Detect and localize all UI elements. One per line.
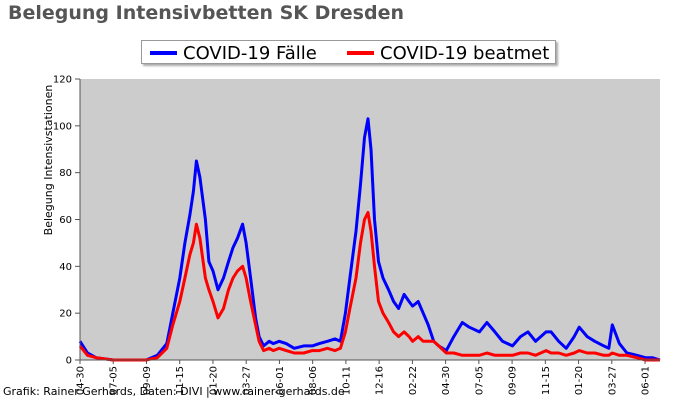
chart-title: Belegung Intensivbetten SK Dresden <box>8 2 404 24</box>
y-axis-label: Belegung Intensivstationen <box>42 85 55 236</box>
x-tick-label: 04-30 <box>76 366 87 395</box>
y-tick-label: 0 <box>66 356 72 367</box>
y-tick-label: 120 <box>53 75 72 86</box>
y-tick-label: 80 <box>59 168 72 179</box>
x-tick-label: 10-11 <box>341 366 352 395</box>
legend-label-covid-ventilated: COVID-19 beatmet <box>380 42 550 64</box>
y-tick-label: 40 <box>59 262 72 273</box>
legend-label-covid-cases: COVID-19 Fälle <box>183 42 317 64</box>
x-tick-label: 03-27 <box>607 366 618 395</box>
y-tick-label: 100 <box>53 121 72 132</box>
series-line-covid-cases <box>78 117 661 362</box>
x-tick-label: 09-09 <box>508 366 519 395</box>
x-tick-label: 01-20 <box>208 366 219 395</box>
x-tick-label: 07-05 <box>474 366 485 395</box>
legend: COVID-19 Fälle COVID-19 beatmet <box>141 40 556 64</box>
x-tick-label: 02-22 <box>408 366 419 395</box>
x-tick-label: 11-15 <box>541 366 552 395</box>
legend-swatch-covid-ventilated <box>347 51 374 55</box>
y-tick-label: 20 <box>59 309 72 320</box>
series-lines <box>78 117 661 362</box>
x-tick-label: 07-05 <box>109 366 120 395</box>
x-tick-label: 11-15 <box>175 366 186 395</box>
x-tick-label: 01-20 <box>574 366 585 395</box>
legend-item-covid-ventilated: COVID-19 beatmet <box>347 42 549 64</box>
x-axis-ticks: 04-30 07-05 09-09 11-15 01-20 03-27 06-01 08-06… <box>76 360 652 395</box>
x-tick-label: 03-27 <box>242 366 253 395</box>
legend-swatch-covid-cases <box>150 51 177 55</box>
x-tick-label: 04-30 <box>441 366 452 395</box>
x-tick-label: 08-06 <box>308 366 319 395</box>
x-tick-label: 12-16 <box>375 366 386 395</box>
series-line-covid-ventilated <box>78 211 660 362</box>
y-axis-ticks: 0 20 40 60 80 100 120 <box>53 75 80 367</box>
footer-credit: Grafik: Rainer Gerhards, Daten: DIVI | w… <box>3 385 345 398</box>
x-tick-label: 06-01 <box>641 366 652 395</box>
x-tick-label: 06-01 <box>275 366 286 395</box>
y-tick-label: 60 <box>59 215 72 226</box>
legend-item-covid-cases: COVID-19 Fälle <box>150 42 317 64</box>
x-tick-label: 09-09 <box>142 366 153 395</box>
